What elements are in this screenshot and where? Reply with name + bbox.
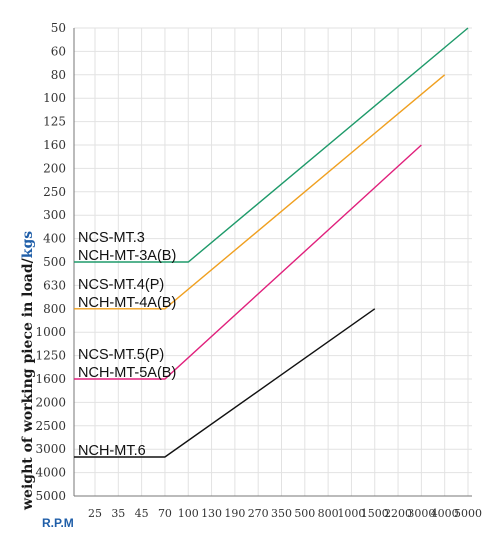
series-label: NCH-MT-4A(B): [78, 295, 176, 311]
y-tick-labels: 50 60 80 100 125 160 200 250 300 400 500 630 800 1000…: [35, 21, 66, 503]
y-tick-label: 80: [51, 68, 66, 82]
x-axis-label: R.P.M: [42, 516, 74, 530]
x-tick-label: 130: [201, 507, 222, 520]
series-label: NCS-MT.3: [78, 230, 145, 246]
y-tick-label: 5000: [35, 489, 66, 503]
x-tick-label: 1500: [361, 507, 389, 520]
y-tick-label: 500: [43, 255, 66, 269]
series-label: NCH-MT.6: [78, 443, 146, 459]
y-tick-label: 250: [43, 185, 66, 199]
series-line-2: [74, 74, 446, 310]
y-axis-label: weight of working piece in load/: [20, 257, 36, 511]
x-tick-label: 5000: [454, 507, 482, 520]
y-tick-label: 630: [43, 278, 66, 292]
x-tick-label: 4000: [431, 507, 459, 520]
series-label: NCS-MT.5(P): [78, 347, 164, 363]
y-tick-label: 1600: [35, 372, 66, 386]
series-lines: [74, 27, 469, 458]
x-tick-label: 100: [178, 507, 199, 520]
y-tick-label: 2000: [35, 395, 66, 409]
series-label: NCS-MT.4(P): [78, 277, 164, 293]
y-tick-label: 3000: [35, 442, 66, 456]
y-tick-label: 300: [43, 208, 66, 222]
y-tick-label: 50: [51, 21, 66, 35]
series-line-1: [74, 27, 469, 263]
x-tick-label: 500: [294, 507, 315, 520]
y-axis-title: weight of working piece in load/kgs: [20, 231, 36, 511]
y-tick-label: 200: [43, 161, 66, 175]
y-axis-unit: kgs: [20, 231, 36, 258]
x-tick-label: 25: [88, 507, 102, 520]
x-tick-labels: 25 35 45 70 100 130 190 270 350 500 80010001500220…: [88, 507, 482, 520]
x-tick-label: 1000: [337, 507, 365, 520]
x-tick-label: 350: [271, 507, 292, 520]
series-line-4: [74, 308, 376, 458]
x-tick-label: 270: [248, 507, 269, 520]
y-tick-label: 2500: [35, 419, 66, 433]
series-label: NCH-MT-5A(B): [78, 365, 176, 381]
series-label: NCH-MT-3A(B): [78, 248, 176, 264]
y-tick-label: 1250: [35, 349, 66, 363]
y-tick-label: 800: [43, 302, 66, 316]
series-line-3: [74, 144, 422, 380]
x-tick-label: 45: [135, 507, 149, 520]
x-tick-label: 3000: [407, 507, 435, 520]
x-tick-label: 2200: [384, 507, 412, 520]
y-tick-label: 100: [43, 91, 66, 105]
y-tick-label: 4000: [35, 466, 66, 480]
y-tick-label: 160: [43, 138, 66, 152]
y-tick-label: 60: [51, 44, 66, 58]
x-tick-label: 800: [318, 507, 339, 520]
series-labels: NCS-MT.3 NCH-MT-3A(B) NCS-MT.4(P) NCH-MT-4A…: [78, 230, 176, 459]
y-tick-label: 400: [43, 232, 66, 246]
x-tick-label: 70: [158, 507, 172, 520]
x-tick-label: 190: [224, 507, 245, 520]
y-tick-label: 125: [43, 115, 66, 129]
x-tick-label: 35: [111, 507, 125, 520]
y-tick-label: 1000: [35, 325, 66, 339]
